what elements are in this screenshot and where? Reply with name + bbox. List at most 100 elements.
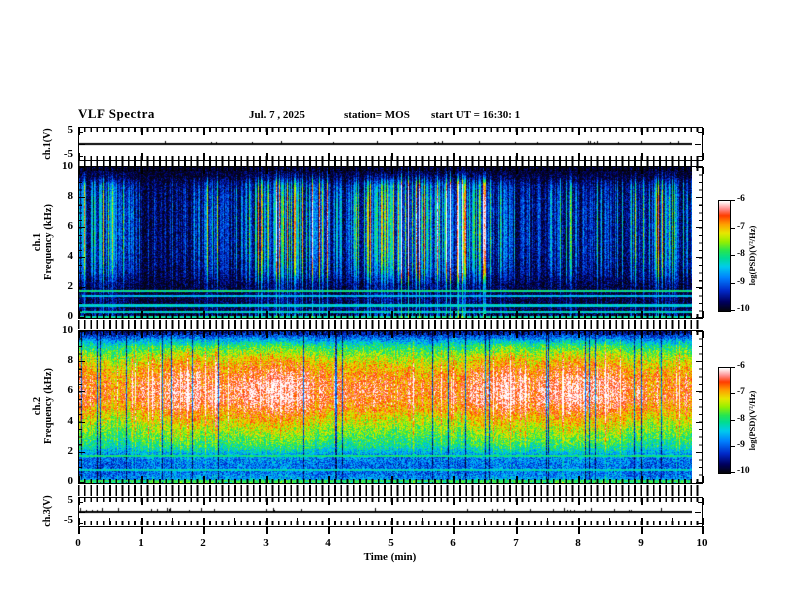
colorbar-tick bbox=[731, 472, 735, 473]
colorbar-tick bbox=[731, 420, 735, 421]
spec1-freq-major-tick bbox=[696, 257, 702, 258]
time-major-tick bbox=[78, 476, 80, 483]
time-medium-tick bbox=[359, 518, 360, 523]
colorbar-tick-label: -6 bbox=[737, 194, 745, 204]
start-ut-label: start UT = 16:30: 1 bbox=[431, 109, 521, 121]
ch3v-top-minor-ticks bbox=[78, 498, 703, 502]
spec1-freq-major-tick bbox=[79, 227, 85, 228]
spec1-right-minor-ticks bbox=[699, 167, 702, 317]
spec2-bottom-minor-ticks bbox=[78, 479, 703, 483]
time-major-tick bbox=[203, 153, 205, 160]
colorbar-tick-label: -7 bbox=[737, 222, 745, 232]
time-major-tick bbox=[266, 153, 268, 160]
time-major-tick bbox=[578, 128, 580, 135]
time-tick-label: 8 bbox=[575, 537, 581, 549]
spec1-freq-tick-label: 10 bbox=[62, 160, 73, 172]
time-major-tick-outer bbox=[391, 526, 393, 534]
time-major-tick-outer bbox=[641, 526, 643, 534]
voltage-ytick bbox=[698, 523, 702, 524]
spec2-freq-tick-label: 2 bbox=[67, 445, 74, 457]
time-major-tick bbox=[702, 311, 704, 318]
time-major-tick bbox=[516, 331, 518, 338]
spec2-freq-major-tick bbox=[79, 331, 85, 332]
spec2-freq-major-tick bbox=[696, 422, 702, 423]
time-major-tick bbox=[391, 331, 393, 338]
time-medium-tick bbox=[484, 518, 485, 523]
time-major-tick bbox=[328, 153, 330, 160]
ch2-spectrogram-image bbox=[79, 331, 692, 483]
colorbar-tick bbox=[731, 283, 735, 284]
time-major-tick bbox=[328, 167, 330, 174]
spec2-freq-tick-label: 0 bbox=[67, 475, 74, 487]
time-major-tick bbox=[453, 128, 455, 135]
time-major-tick bbox=[328, 311, 330, 318]
time-major-tick bbox=[641, 498, 643, 505]
spec1-freq-major-tick bbox=[79, 287, 85, 288]
time-major-tick bbox=[516, 167, 518, 174]
time-major-tick bbox=[328, 128, 330, 135]
time-major-tick bbox=[203, 311, 205, 318]
time-tick-label: 0 bbox=[75, 537, 81, 549]
time-medium-tick bbox=[297, 518, 298, 523]
time-major-tick bbox=[702, 153, 704, 160]
ch3v-ytick-top: 5 bbox=[67, 494, 74, 506]
colorbar-tick-label: -7 bbox=[737, 387, 745, 397]
colorbar-tick-label: -8 bbox=[737, 414, 745, 424]
time-major-tick bbox=[391, 128, 393, 135]
time-major-tick bbox=[453, 518, 455, 525]
time-major-tick bbox=[328, 498, 330, 505]
time-major-tick bbox=[453, 476, 455, 483]
time-major-tick bbox=[391, 476, 393, 483]
spec2-freq-tick-label: 10 bbox=[62, 324, 73, 336]
spec1-freq-tick-label: 0 bbox=[67, 310, 74, 322]
spec2-freq-major-tick bbox=[79, 391, 85, 392]
time-major-tick bbox=[203, 331, 205, 338]
time-major-tick bbox=[78, 153, 80, 160]
time-major-tick bbox=[391, 311, 393, 318]
spec2-freq-tick-label: 4 bbox=[67, 415, 74, 427]
colorbar-2-gradient bbox=[719, 368, 730, 473]
time-major-tick bbox=[702, 476, 704, 483]
time-major-tick bbox=[266, 167, 268, 174]
spec2-right-minor-ticks bbox=[699, 331, 702, 482]
time-major-tick-outer bbox=[702, 526, 704, 534]
time-major-tick bbox=[203, 498, 205, 505]
ch1-voltage-trace bbox=[79, 128, 692, 160]
gap-ticks-1 bbox=[78, 161, 703, 166]
ch1v-ytick-bottom: -5 bbox=[63, 148, 73, 160]
time-major-tick bbox=[516, 128, 518, 135]
time-major-tick bbox=[516, 518, 518, 525]
colorbar-tick-label: -9 bbox=[737, 440, 745, 450]
spec1-freq-major-tick bbox=[696, 227, 702, 228]
time-major-tick bbox=[641, 167, 643, 174]
time-medium-tick bbox=[109, 518, 110, 523]
plot-title: VLF Spectra bbox=[78, 106, 155, 121]
voltage-ytick bbox=[698, 156, 702, 157]
voltage-ytick bbox=[79, 502, 83, 503]
time-major-tick-outer bbox=[203, 526, 205, 534]
gap-ticks-2 bbox=[78, 320, 703, 329]
time-major-tick bbox=[391, 498, 393, 505]
time-major-tick bbox=[78, 128, 80, 135]
time-major-tick bbox=[391, 153, 393, 160]
time-medium-tick bbox=[234, 518, 235, 523]
time-major-tick bbox=[328, 518, 330, 525]
time-tick-label: 10 bbox=[696, 537, 708, 549]
spec1-freq-major-tick bbox=[79, 257, 85, 258]
ch1v-ytick-top: 5 bbox=[67, 124, 74, 136]
time-medium-tick bbox=[172, 518, 173, 523]
time-major-tick bbox=[578, 518, 580, 525]
spec1-freq-major-tick bbox=[79, 317, 85, 318]
spec1-freq-tick-label: 6 bbox=[67, 220, 74, 232]
voltage-ytick bbox=[695, 512, 701, 513]
ch1-spectrogram-panel bbox=[78, 166, 703, 319]
spec1-freq-tick-label: 4 bbox=[67, 250, 74, 262]
spec1-freq-tick-label: 8 bbox=[67, 190, 74, 202]
spec1-freq-major-tick bbox=[79, 167, 85, 168]
spec1-freq-tick-label: 2 bbox=[67, 280, 74, 292]
time-major-tick bbox=[702, 518, 704, 525]
colorbar-tick-label: -8 bbox=[737, 249, 745, 259]
time-major-tick bbox=[578, 311, 580, 318]
time-major-tick bbox=[141, 518, 143, 525]
